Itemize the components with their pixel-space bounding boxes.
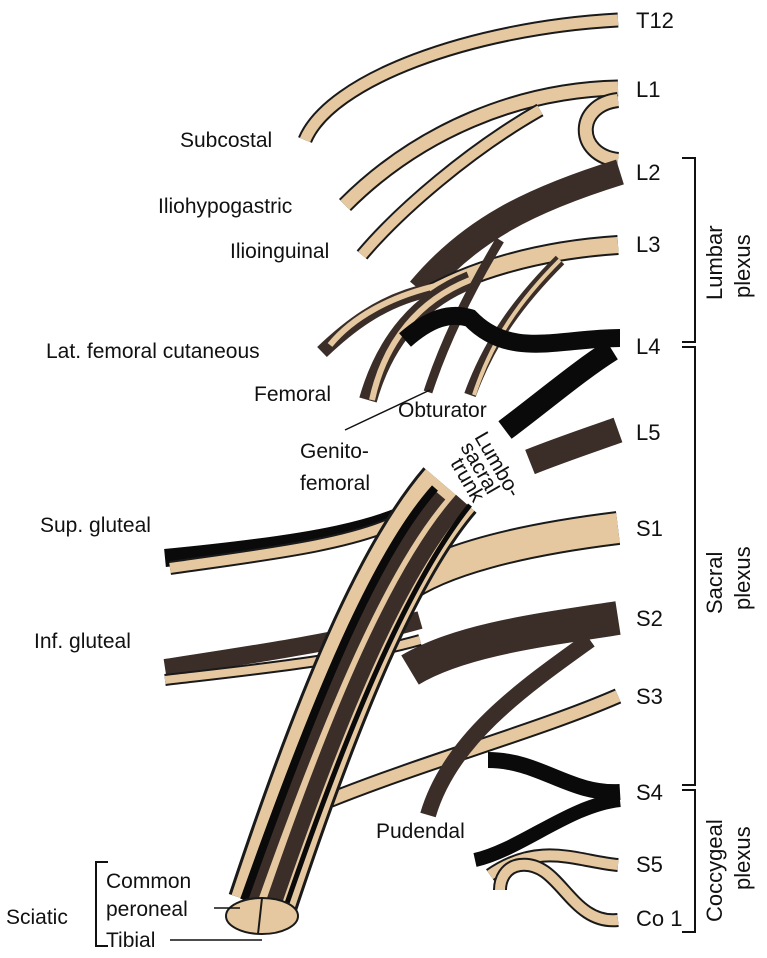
root-label-l4: L4 — [636, 334, 660, 359]
root-labels: T12 L1 L2 L3 L4 L5 S1 S2 S3 S4 S5 Co 1 — [636, 8, 682, 931]
label-common-peroneal-2: peroneal — [106, 898, 188, 921]
label-obturator: Obturator — [398, 399, 487, 422]
root-label-l1: L1 — [636, 77, 660, 102]
sciatic-black-band — [240, 485, 438, 902]
label-lat-femoral-cutaneous: Lat. femoral cutaneous — [46, 340, 260, 363]
s2-nerve — [401, 601, 621, 685]
label-iliohypogastric: Iliohypogastric — [158, 195, 292, 218]
root-label-s4: S4 — [636, 780, 663, 805]
root-label-co1: Co 1 — [636, 906, 682, 931]
label-genitofemoral-1: Genito- — [300, 440, 369, 463]
sacral-bracket — [682, 346, 696, 786]
coccygeal-bracket — [682, 789, 696, 933]
genitofemoral-leader — [344, 389, 431, 431]
lumbar-bracket — [682, 157, 696, 343]
label-ilioinguinal: Ilioinguinal — [230, 240, 329, 263]
label-lumbar-plexus-1: Lumbar — [702, 225, 727, 300]
nerve-paths — [163, 12, 624, 941]
label-genitofemoral-2: femoral — [300, 472, 370, 495]
root-label-t12: T12 — [636, 8, 674, 33]
label-pudendal: Pudendal — [376, 820, 465, 843]
s4-nerve — [487, 752, 621, 801]
label-sup-gluteal: Sup. gluteal — [40, 514, 151, 537]
plexus-labels: Lumbar plexus Sacral plexus Coccygeal pl… — [702, 225, 755, 922]
sciatic-bracket — [95, 861, 108, 947]
l5-nerve — [525, 417, 623, 475]
plexus-brackets — [95, 157, 696, 947]
root-label-s3: S3 — [636, 684, 663, 709]
label-sacral-plexus-1: Sacral — [702, 552, 727, 614]
label-coccygeal-plexus-2: plexus — [730, 826, 755, 890]
l2-nerve — [410, 159, 624, 299]
co1-nerve — [493, 857, 619, 928]
label-subcostal: Subcostal — [180, 129, 272, 152]
label-common-peroneal-1: Common — [106, 870, 191, 893]
root-label-s5: S5 — [636, 852, 663, 877]
root-label-l5: L5 — [636, 420, 660, 445]
sciatic-dark-band-1 — [243, 490, 446, 905]
sciatic-cross-divider — [257, 897, 263, 935]
sciatic-dark-band-2 — [264, 494, 468, 911]
label-lumbar-plexus-2: plexus — [730, 234, 755, 298]
label-coccygeal-plexus-1: Coccygeal — [702, 819, 727, 922]
label-sacral-plexus-2: plexus — [730, 546, 755, 610]
label-femoral: Femoral — [254, 383, 331, 406]
pudendal-nerve — [420, 633, 595, 818]
root-label-s2: S2 — [636, 606, 663, 631]
root-label-l2: L2 — [636, 160, 660, 185]
label-tibial: Tibial — [106, 929, 155, 952]
sciatic-black-band-2 — [281, 503, 472, 913]
s4-coccygeal-branch — [473, 793, 621, 867]
l4-nerve — [399, 306, 621, 353]
root-label-s1: S1 — [636, 516, 663, 541]
label-sciatic: Sciatic — [6, 906, 68, 929]
root-label-l3: L3 — [636, 232, 660, 257]
l4-lumbosacral-branch — [498, 340, 618, 439]
label-inf-gluteal: Inf. gluteal — [34, 630, 131, 653]
